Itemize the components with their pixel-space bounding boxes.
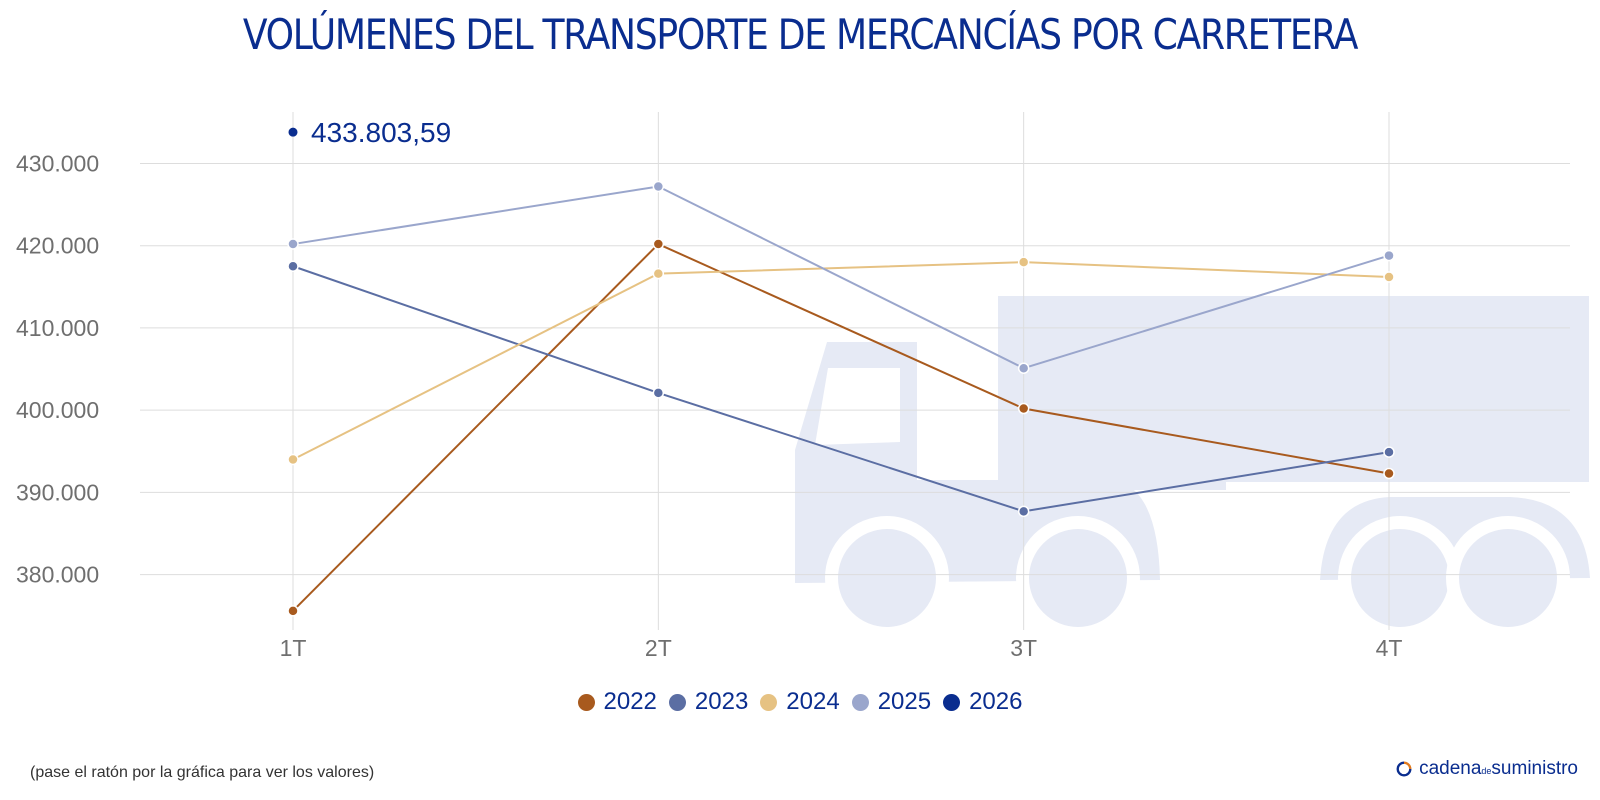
brand-logo[interactable]: cadenadesuministro [1395,758,1578,780]
brand-cadena-text: cadena [1419,758,1482,779]
legend-label: 2023 [694,688,749,715]
annotation-value-label: 433.803,59 [311,117,451,148]
y-tick-label: 420.000 [16,233,99,259]
x-tick-label: 1T [280,635,307,661]
legend-swatch [577,693,595,711]
data-point-2025[interactable] [1017,362,1030,374]
x-tick-label: 4T [1376,635,1403,661]
data-point-2025[interactable] [652,180,665,193]
brand-name: cadenadesuministro [1419,758,1578,780]
data-point-2025[interactable] [287,238,299,250]
series-2025[interactable] [287,180,1395,374]
legend-swatch [668,693,686,711]
legend-label: 2025 [877,688,932,715]
data-point-2022[interactable] [1017,402,1030,415]
y-tick-label: 380.000 [16,562,99,588]
brand-de-text: de [1481,766,1492,776]
series-2024[interactable] [287,256,1395,466]
legend-label: 2022 [603,688,657,715]
truck-wheels [825,516,1570,640]
data-point-2024[interactable] [287,453,299,466]
brand-logo-icon [1396,761,1412,777]
legend-label: 2026 [969,688,1023,715]
y-tick-label: 410.000 [16,315,99,341]
data-point-2022[interactable] [287,605,299,617]
series-line-2022[interactable] [292,242,1390,612]
legend-swatch [943,693,961,711]
data-point-2022[interactable] [652,238,665,250]
series-line-2023[interactable] [292,265,1390,513]
legend-swatch [851,693,869,711]
x-axis-ticks: 1T 2T 3T 4T [280,635,1403,661]
brand-suministro-text: suministro [1491,758,1578,779]
y-tick-label: 390.000 [16,479,99,505]
data-point-2025[interactable] [1383,249,1395,262]
data-point-2023[interactable] [287,260,299,273]
series-2022[interactable] [287,238,1395,617]
data-point-2023[interactable] [1383,446,1395,458]
data-point-2026[interactable] [288,127,298,137]
truck-window [815,368,900,445]
chart-legend[interactable]: 2022 2023 2024 2025 2026 [0,688,1600,716]
data-point-2023[interactable] [1017,505,1030,518]
x-tick-label: 3T [1010,635,1037,661]
legend-swatch [760,693,778,711]
hover-hint-note: (pase el ratón por la gráfica para ver l… [30,764,375,781]
y-tick-label: 430.000 [16,150,99,176]
grid-lines [140,112,1570,630]
legend-item-2026[interactable]: 2026 [943,688,1022,716]
y-tick-label: 400.000 [16,397,99,423]
legend-item-2024[interactable]: 2024 [760,688,840,716]
series-2023[interactable] [287,260,1395,518]
x-tick-label: 2T [645,635,672,661]
data-point-2024[interactable] [1017,256,1030,268]
data-point-2023[interactable] [652,387,665,399]
series-line-2024[interactable] [292,261,1390,461]
legend-label: 2024 [786,688,840,715]
data-point-2022[interactable] [1383,467,1395,480]
chart-title: VOLÚMENES DEL TRANSPORTE DE MERCANCÍAS P… [242,10,1359,59]
y-axis-ticks: 380.000 390.000 400.000 410.000 420.000 430.0… [16,150,99,587]
data-point-2024[interactable] [1383,271,1395,283]
legend-item-2025[interactable]: 2025 [851,688,932,716]
series-lines[interactable] [287,127,1395,617]
value-annotation: 433.803,59 [311,117,451,148]
data-point-2024[interactable] [652,267,665,280]
legend-item-2023[interactable]: 2023 [668,688,749,716]
legend-item-2022[interactable]: 2022 [577,688,657,716]
series-line-2025[interactable] [292,185,1390,370]
series-2026[interactable] [288,127,298,137]
